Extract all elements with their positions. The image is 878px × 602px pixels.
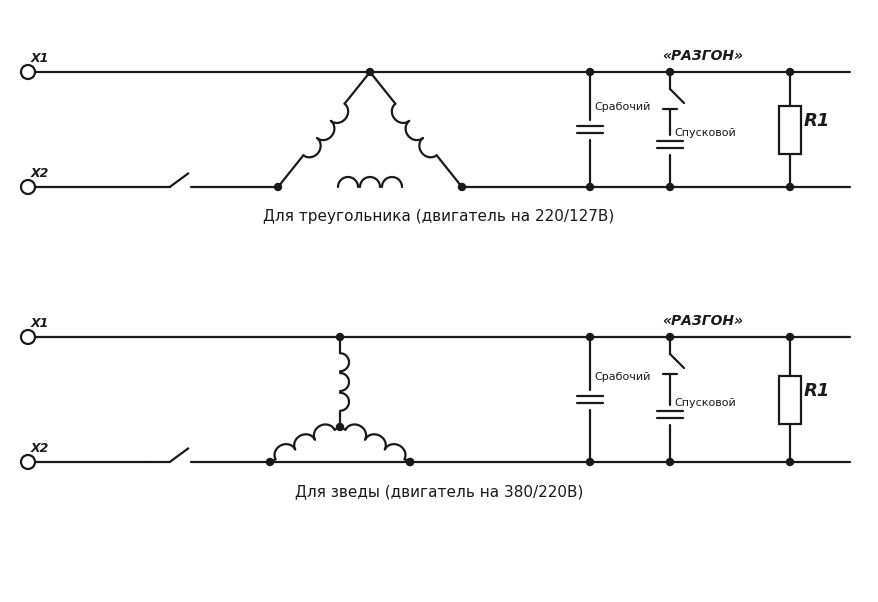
Circle shape [21, 180, 35, 194]
Bar [778, 105, 800, 154]
Text: Для зведы (двигатель на 380/220В): Для зведы (двигатель на 380/220В) [294, 484, 582, 499]
Circle shape [786, 184, 793, 190]
Circle shape [786, 334, 793, 341]
Text: Спусковой: Спусковой [673, 399, 735, 409]
Circle shape [274, 184, 281, 190]
Text: Спусковой: Спусковой [673, 128, 735, 138]
Circle shape [458, 184, 465, 190]
Text: «РАЗГОН»: «РАЗГОН» [661, 314, 742, 328]
Circle shape [786, 69, 793, 75]
Circle shape [266, 459, 273, 465]
Circle shape [406, 459, 413, 465]
Circle shape [586, 184, 593, 190]
Circle shape [366, 69, 373, 75]
Text: Для треугольника (двигатель на 220/127В): Для треугольника (двигатель на 220/127В) [263, 209, 614, 224]
Circle shape [21, 455, 35, 469]
Text: X1: X1 [31, 317, 49, 330]
Text: R1: R1 [803, 111, 830, 129]
Text: X2: X2 [31, 167, 49, 180]
Circle shape [336, 334, 343, 341]
Circle shape [786, 459, 793, 465]
Circle shape [21, 330, 35, 344]
Circle shape [21, 65, 35, 79]
Bar [778, 376, 800, 423]
Circle shape [586, 459, 593, 465]
Circle shape [586, 69, 593, 75]
Text: Срабочий: Срабочий [594, 371, 650, 382]
Circle shape [586, 334, 593, 341]
Text: X1: X1 [31, 52, 49, 65]
Circle shape [666, 334, 673, 341]
Circle shape [666, 69, 673, 75]
Circle shape [336, 423, 343, 430]
Text: R1: R1 [803, 382, 830, 400]
Circle shape [666, 459, 673, 465]
Text: Срабочий: Срабочий [594, 102, 650, 111]
Circle shape [406, 459, 413, 465]
Text: «РАЗГОН»: «РАЗГОН» [661, 49, 742, 63]
Text: X2: X2 [31, 442, 49, 455]
Circle shape [666, 184, 673, 190]
